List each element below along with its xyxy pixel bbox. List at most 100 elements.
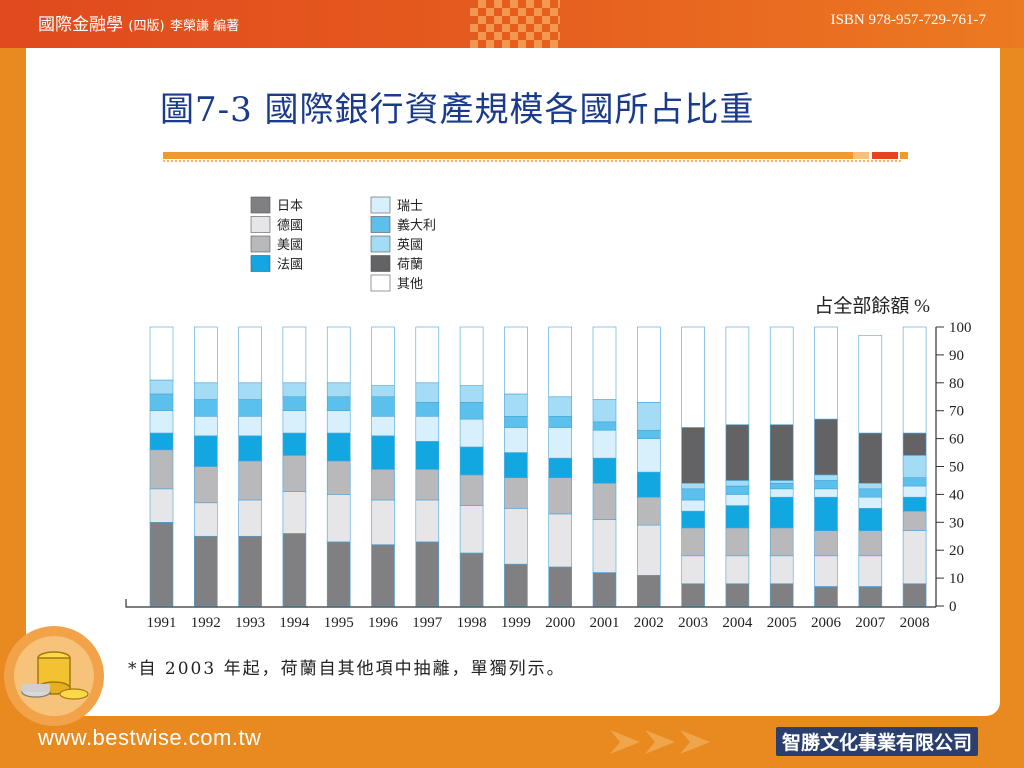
bar-segment-france-2000 <box>548 457 573 478</box>
bar-segment-usa-2003 <box>681 527 705 557</box>
bar-segment-swiss-1995 <box>326 410 351 434</box>
bar-segment-swiss-1996 <box>371 415 395 437</box>
bar-segment-usa-1998 <box>459 474 484 506</box>
bar-segment-other-1995 <box>326 326 351 384</box>
bar-segment-japan-2006 <box>814 586 838 607</box>
legend-swatch-other <box>370 274 391 292</box>
bar-segment-swiss-1994 <box>282 410 307 434</box>
bar-segment-italy-2005 <box>769 482 794 490</box>
bar-segment-italy-1995 <box>326 396 351 411</box>
bar-segment-other-2004 <box>725 326 750 425</box>
x-tick-label: 1997 <box>412 615 443 631</box>
legend-label-italy: 義大利 <box>397 218 436 233</box>
bar-segment-italy-1992 <box>194 399 218 417</box>
bar-segment-germany-2004 <box>725 555 750 584</box>
bar-segment-swiss-1993 <box>238 415 262 437</box>
bar-segment-france-1999 <box>504 452 528 478</box>
underline-square-light <box>853 152 869 159</box>
bar-segment-swiss-2001 <box>592 429 617 459</box>
x-tick-label: 2008 <box>900 615 930 631</box>
bar-segment-japan-1996 <box>371 544 395 607</box>
coins-logo-icon <box>4 626 104 726</box>
slide-title: 圖7-3 國際銀行資產規模各國所占比重 <box>160 90 755 130</box>
bar-segment-germany-1993 <box>238 499 262 537</box>
y-tick-label: 10 <box>949 571 964 587</box>
bar-segment-japan-2004 <box>725 583 750 607</box>
bar-segment-netherlands-2004 <box>725 424 750 481</box>
bar-segment-italy-2003 <box>681 488 705 501</box>
bar-segment-italy-1994 <box>282 396 307 411</box>
bar-segment-swiss-2007 <box>858 496 883 509</box>
underline-square-orange <box>900 152 908 159</box>
legend-label-usa: 美國 <box>277 237 303 252</box>
bar-segment-japan-1998 <box>459 552 484 607</box>
bar-segment-italy-2006 <box>814 480 838 490</box>
bar-segment-germany-1995 <box>326 494 351 543</box>
bar-segment-japan-1994 <box>282 533 307 607</box>
x-tick-label: 2003 <box>678 615 708 631</box>
bar-segment-italy-1993 <box>238 399 262 417</box>
bar-segment-netherlands-2005 <box>769 424 794 481</box>
bar-segment-swiss-2000 <box>548 427 573 459</box>
bar-segment-japan-2000 <box>548 566 573 607</box>
legend-swatch-italy <box>370 216 391 233</box>
bar-segment-france-2006 <box>814 496 838 531</box>
bar-segment-italy-1999 <box>504 415 528 428</box>
bar-segment-germany-2008 <box>902 530 927 584</box>
bar-segment-other-2006 <box>814 326 838 420</box>
bar-segment-netherlands-2007 <box>858 432 883 484</box>
bar-segment-germany-2000 <box>548 513 573 568</box>
chart-bars <box>149 326 927 607</box>
bar-segment-germany-1991 <box>149 488 174 523</box>
chart-footnote: *自 2003 年起，荷蘭自其他項中抽離，單獨列示。 <box>128 659 566 679</box>
bar-segment-france-1995 <box>326 432 351 462</box>
y-tick-label: 20 <box>949 543 964 559</box>
bar-segment-germany-1997 <box>415 499 440 543</box>
bar-segment-usa-2002 <box>636 496 661 526</box>
bar-segment-france-1994 <box>282 432 307 456</box>
bar-segment-italy-2002 <box>636 429 661 439</box>
y-tick-label: 80 <box>949 376 964 392</box>
title-dotted-rule <box>163 160 903 162</box>
bar-segment-italy-2007 <box>858 488 883 498</box>
bar-segment-usa-1997 <box>415 468 440 501</box>
bar-segment-uk-2001 <box>592 399 617 423</box>
y-tick-label: 100 <box>949 320 972 336</box>
bar-segment-usa-1992 <box>194 466 218 504</box>
bar-segment-swiss-2004 <box>725 494 750 506</box>
title-underline <box>163 152 853 159</box>
x-tick-label: 1995 <box>324 615 354 631</box>
y-axis-label: 占全部餘額 % <box>814 295 930 317</box>
bar-segment-france-1991 <box>149 432 174 451</box>
x-tick-label: 1993 <box>235 615 265 631</box>
bar-segment-france-2002 <box>636 471 661 498</box>
bar-segment-france-2005 <box>769 496 794 529</box>
x-tick-label: 2006 <box>811 615 842 631</box>
bar-segment-swiss-1999 <box>504 427 528 453</box>
x-tick-label: 2000 <box>545 615 575 631</box>
bar-segment-japan-1992 <box>194 535 218 607</box>
y-tick-label: 90 <box>949 348 964 364</box>
x-tick-label: 2004 <box>722 615 753 631</box>
bar-segment-netherlands-2006 <box>814 418 838 476</box>
legend-swatch-germany <box>250 216 271 233</box>
bar-segment-italy-2001 <box>592 421 617 431</box>
bar-segment-germany-1992 <box>194 502 218 537</box>
bar-segment-japan-2005 <box>769 583 794 607</box>
website-url[interactable]: www.bestwise.com.tw <box>38 725 262 750</box>
bar-segment-swiss-2002 <box>636 438 661 473</box>
footer-arrows-icon <box>610 730 710 754</box>
x-tick-label: 1991 <box>147 615 177 631</box>
bar-segment-other-1994 <box>282 326 307 384</box>
bar-segment-france-2003 <box>681 510 705 529</box>
bar-segment-uk-2003 <box>681 482 705 490</box>
bar-segment-uk-2002 <box>636 402 661 431</box>
bar-segment-uk-2007 <box>858 482 883 490</box>
y-tick-label: 60 <box>949 432 964 448</box>
bar-segment-other-1991 <box>149 326 174 381</box>
x-tick-label: 1998 <box>457 615 487 631</box>
bar-segment-france-1997 <box>415 441 440 470</box>
legend-swatch-netherlands <box>370 255 391 272</box>
